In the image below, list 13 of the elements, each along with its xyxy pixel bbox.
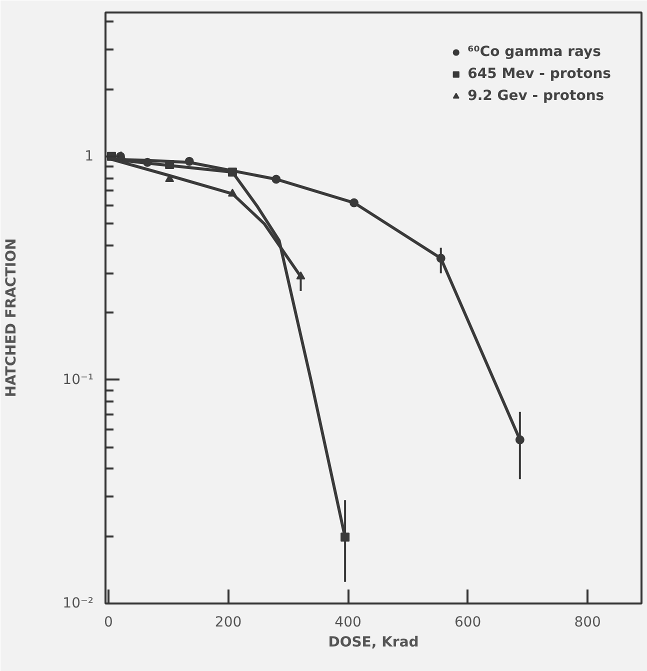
x-tick-label: 400 [334, 614, 362, 630]
y-tick-label: 10⁻² [62, 596, 94, 612]
x-tick-label: 0 [104, 614, 113, 630]
legend-label: 645 Mev - protons [468, 66, 611, 82]
y-axis-title: HATCHED FRACTION [4, 238, 20, 398]
y-tick-label: 1 [84, 148, 94, 164]
legend-label: 9.2 Gev - protons [468, 88, 604, 104]
x-axis-title: DOSE, Krad [328, 634, 419, 650]
legend-label: ⁶⁰Co gamma rays [468, 44, 602, 60]
x-tick-label: 800 [574, 614, 601, 630]
x-tick-label: 600 [454, 614, 482, 630]
x-tick-label: 200 [214, 614, 242, 630]
y-tick-label: 10⁻¹ [62, 372, 94, 388]
